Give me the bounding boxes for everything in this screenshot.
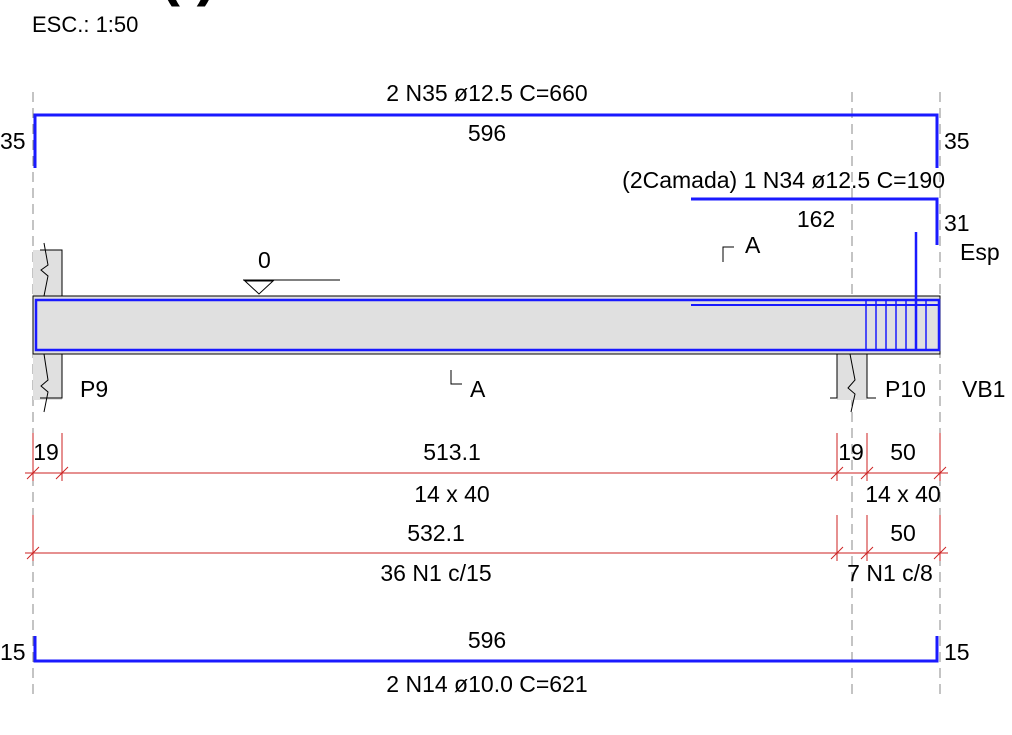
column-p9 [33, 242, 63, 413]
bottom-rebar-n14 [33, 636, 939, 663]
column-p9-break-top [40, 242, 49, 297]
dim2-tick [860, 546, 874, 560]
column-p9-top-outline [40, 249, 63, 296]
level-mark-label: 0 [258, 247, 271, 273]
column-p9-top [33, 250, 62, 296]
bottom-rebar-length: 596 [468, 627, 506, 653]
section-label-bottom: A [470, 376, 486, 402]
drawing-title-fragment: ( ) [160, 0, 217, 7]
second-layer-extra: Esp [960, 239, 1000, 265]
level-marker [243, 279, 340, 295]
section-mark-bottom [450, 370, 462, 385]
dim1-tick [933, 466, 947, 480]
support-label-vb1: VB1 [962, 376, 1005, 402]
top-rebar-n35 [33, 113, 939, 168]
dim1-span: 513.1 [423, 439, 481, 465]
column-p10-break [847, 353, 856, 413]
column-p9-bottom-outline [40, 354, 63, 399]
scale-label: ESC.: 1:50 [32, 12, 138, 37]
dim2-right: 50 [890, 520, 916, 546]
dim2-span: 532.1 [407, 520, 465, 546]
support-label-p10: P10 [885, 376, 926, 402]
top-rebar-hook-left: 35 [0, 128, 26, 154]
second-layer-hook: 31 [944, 210, 970, 236]
section-mark-top [722, 246, 734, 262]
second-layer-rebar-n34 [691, 197, 939, 245]
level-marker-triangle [243, 280, 275, 295]
stirrups-right: 7 N1 c/8 [847, 560, 933, 586]
axis-lines [32, 92, 941, 695]
section-label-top: A [745, 232, 761, 258]
section-size-main: 14 x 40 [414, 481, 489, 507]
dim1-left: 19 [33, 439, 59, 465]
column-p9-break-bottom [40, 353, 49, 413]
support-label-p9: P9 [80, 376, 108, 402]
top-rebar-length: 596 [468, 120, 506, 146]
dimension-row-1 [25, 433, 948, 481]
dim2-tick [933, 546, 947, 560]
dim1-tick [55, 466, 69, 480]
dim1-mid: 19 [838, 439, 864, 465]
second-layer-length: 162 [797, 206, 835, 232]
dim1-tick [26, 466, 40, 480]
bottom-rebar-label: 2 N14 ø10.0 C=621 [386, 671, 587, 697]
dimension-row-2 [25, 515, 948, 561]
top-rebar-label: 2 N35 ø12.5 C=660 [386, 80, 587, 106]
dim1-right: 50 [890, 439, 916, 465]
second-layer-label: (2Camada) 1 N34 ø12.5 C=190 [622, 167, 945, 193]
dim2-tick [26, 546, 40, 560]
column-p10-bottom [837, 354, 867, 400]
dim1-tick [860, 466, 874, 480]
dim1-tick [830, 466, 844, 480]
dim2-tick [830, 546, 844, 560]
top-rebar-hook-right: 35 [944, 128, 970, 154]
column-p10-outline-left [830, 354, 838, 399]
bottom-rebar-hook-left: 15 [0, 639, 26, 665]
column-p10-outline-right [866, 354, 876, 399]
section-size-right: 14 x 40 [865, 481, 940, 507]
beam-rebar-cage [34, 298, 941, 352]
stirrups-main: 36 N1 c/15 [380, 560, 491, 586]
column-p10 [830, 353, 876, 413]
bottom-rebar-hook-right: 15 [944, 639, 970, 665]
